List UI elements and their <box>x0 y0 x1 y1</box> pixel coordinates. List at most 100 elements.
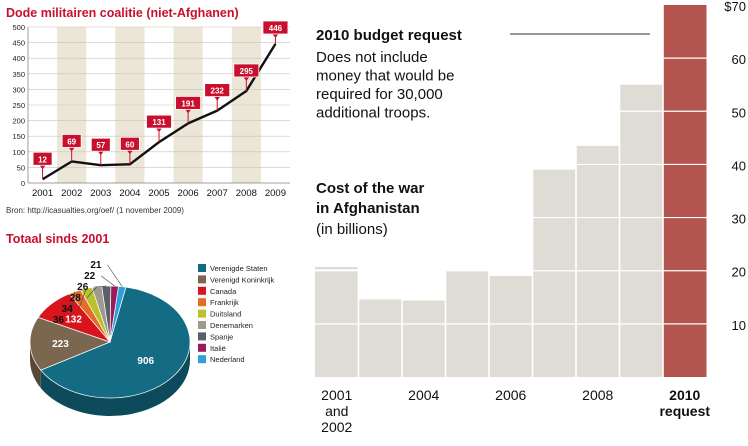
y-tick-label: 10 <box>732 318 746 333</box>
y-tick-label: 450 <box>12 39 25 48</box>
value-label: 12 <box>32 151 53 180</box>
x-tick-label: 2001 <box>32 188 53 199</box>
y-tick-label: 400 <box>12 54 25 63</box>
pie-slice <box>40 286 191 399</box>
x-tick-label: 2006 <box>178 188 199 199</box>
bar <box>532 169 576 377</box>
value-label: 295 <box>233 63 260 91</box>
bar <box>489 276 533 377</box>
annotation-text: Does not include money that would be requi… <box>316 49 454 122</box>
deaths-line-chart: Dode militairen coalitie (niet-Afghanen)… <box>6 6 290 215</box>
svg-text:446: 446 <box>269 24 283 33</box>
value-label: 446 <box>262 20 289 44</box>
pie-side-wall <box>30 342 41 389</box>
legend-label: Denemarken <box>210 321 253 330</box>
legend-swatch <box>198 298 206 307</box>
svg-text:191: 191 <box>181 99 195 108</box>
legend-label: Spanje <box>210 332 233 341</box>
bar <box>576 145 620 377</box>
legend-label: Frankrijk <box>210 298 239 307</box>
x-tick-label: 2001 and 2002 <box>321 387 352 435</box>
pie-slice-label: 223 <box>52 339 69 350</box>
y-tick-label: 150 <box>12 132 25 141</box>
x-tick-label: 2010 request <box>659 387 710 419</box>
bar <box>358 299 402 377</box>
pie-slice <box>29 316 111 371</box>
x-tick-label: 2007 <box>207 188 228 199</box>
legend-label: Canada <box>210 287 237 296</box>
cost-bar-chart-panel: $70 60 50 40 30 20 10 2001 and 2002 2004 2006 2008 20… <box>305 0 748 441</box>
pie-chart-title: Totaal sinds 2001 <box>6 232 109 246</box>
legend-swatch <box>198 309 206 318</box>
pie-leader-line <box>107 264 123 287</box>
y-tick-label: 350 <box>12 70 25 79</box>
x-tick-label: 2004 <box>119 188 140 199</box>
svg-text:232: 232 <box>211 87 225 96</box>
value-label: 60 <box>119 136 140 165</box>
bar-chart-title: Cost of the war in Afghanistan <box>316 180 429 217</box>
legend-label: Verenigd Koninkrijk <box>210 275 274 284</box>
pie-slice-label: 34 <box>62 304 74 315</box>
bar-chart-subtitle: (in billions) <box>316 221 388 238</box>
annotation-title: 2010 budget request <box>316 27 462 44</box>
pie-slice-label: 26 <box>77 282 89 293</box>
legend-label: Italië <box>210 344 226 353</box>
svg-text:60: 60 <box>125 140 134 149</box>
svg-text:295: 295 <box>240 67 254 76</box>
bar <box>315 266 359 377</box>
highlight-bar <box>663 5 707 377</box>
y-tick-label: 60 <box>732 52 746 67</box>
x-tick-label: 2009 <box>265 188 286 199</box>
x-tick-label: 2006 <box>495 387 526 403</box>
y-tick-label: 40 <box>732 158 746 173</box>
pie-side-wall <box>40 342 190 416</box>
x-tick-label: 2005 <box>148 188 169 199</box>
pie-leader-line <box>94 285 107 288</box>
pie-slice-label: 21 <box>90 260 102 271</box>
x-tick-label: 2003 <box>90 188 111 199</box>
y-tick-label: 50 <box>732 105 746 120</box>
pie-slice-label: 906 <box>137 356 154 367</box>
legend-swatch <box>198 321 206 329</box>
pie-slice-label: 22 <box>84 271 96 282</box>
pie-slice <box>109 285 127 343</box>
value-label: 57 <box>90 137 111 166</box>
svg-text:57: 57 <box>96 141 105 150</box>
x-tick-label: 2008 <box>236 188 257 199</box>
y-tick-label: 300 <box>12 85 25 94</box>
legend-swatch <box>198 264 206 272</box>
y-tick-label: 500 <box>12 23 25 32</box>
pie-slice-label: 132 <box>65 314 82 325</box>
war-cost-bar-chart: $70 60 50 40 30 20 10 2001 and 2002 2004 2006 2008 20… <box>315 0 746 435</box>
pie-slice-label: 28 <box>70 293 82 304</box>
svg-text:69: 69 <box>67 137 76 146</box>
pie-leader-line <box>69 291 76 321</box>
y-tick-label: $70 <box>724 0 746 14</box>
x-tick-label: 2008 <box>582 387 613 403</box>
legend-label: Nederland <box>210 355 245 364</box>
pie-chart-panel: Totaal sinds 2001 906 223 132 36 34 28 26 22 21 … <box>0 222 305 441</box>
y-tick-label: 30 <box>732 212 746 227</box>
value-label: 191 <box>175 96 202 124</box>
pie-leader-line <box>86 286 98 299</box>
bar <box>402 300 446 377</box>
value-label: 232 <box>204 83 231 111</box>
svg-text:12: 12 <box>38 155 47 164</box>
legend-label: Duitsland <box>210 310 241 319</box>
line-chart-source: Bron: http://icasualties.org/oef/ (1 nov… <box>6 206 184 215</box>
legend-swatch <box>198 275 206 284</box>
pie-slice-label: 36 <box>53 315 65 326</box>
coalition-deaths-pie-chart: Totaal sinds 2001 906223132363428262221 … <box>6 232 274 416</box>
value-label: 69 <box>61 134 82 162</box>
x-tick-label: 2004 <box>408 387 439 403</box>
x-tick-label: 2002 <box>61 188 82 199</box>
legend-swatch <box>198 286 206 295</box>
y-tick-label: 100 <box>12 148 25 157</box>
y-tick-label: 200 <box>12 117 25 126</box>
legend-swatch <box>198 332 206 341</box>
pie-leader-line <box>101 275 115 287</box>
pie-leader-line <box>78 288 87 310</box>
bar <box>619 84 663 377</box>
y-tick-label: 50 <box>17 163 25 172</box>
svg-text:131: 131 <box>152 118 166 127</box>
